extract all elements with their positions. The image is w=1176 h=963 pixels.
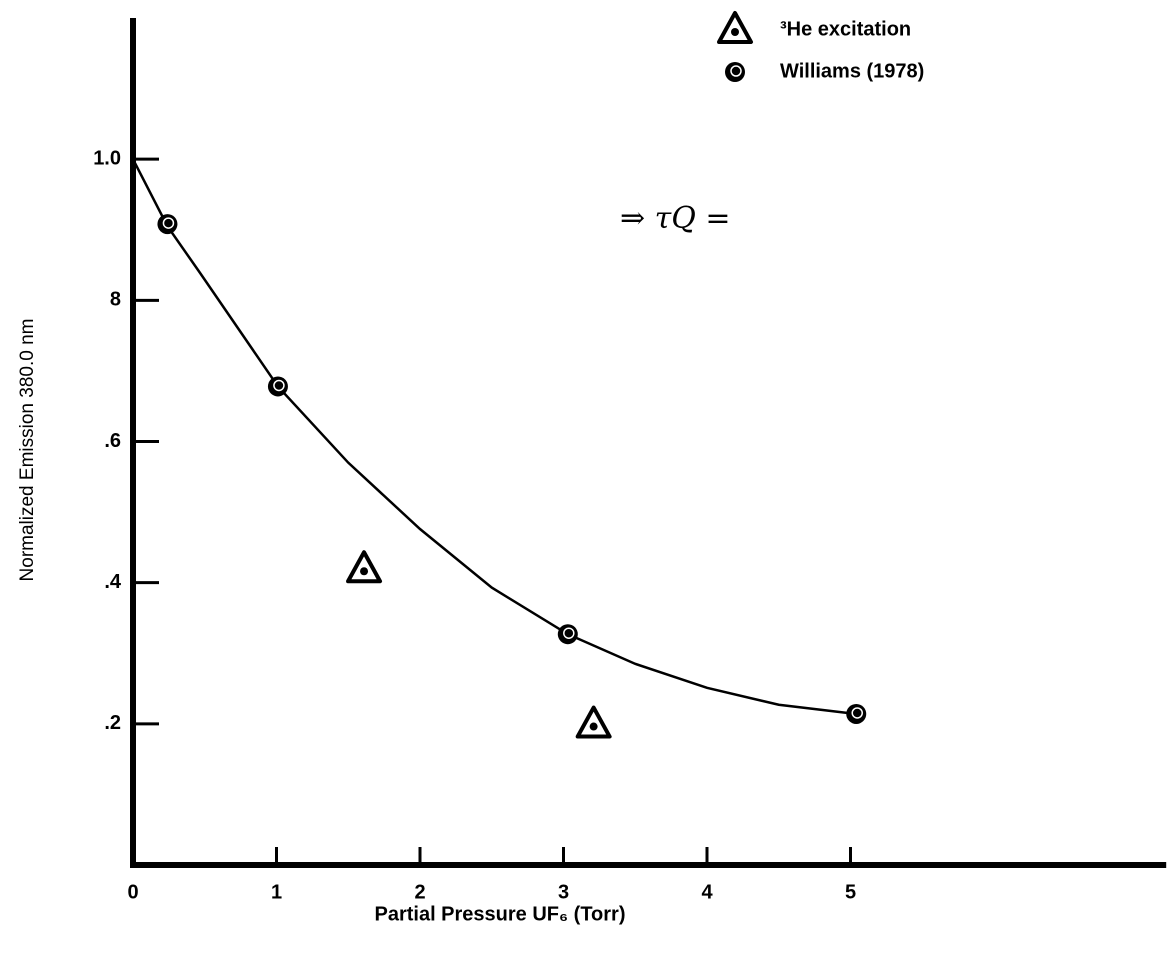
x-tick-label: 1 bbox=[271, 881, 282, 903]
x-tick-label: 4 bbox=[701, 881, 713, 903]
y-tick-label: .6 bbox=[104, 430, 121, 452]
x-tick-label: 3 bbox=[558, 881, 569, 903]
x-tick-label: 5 bbox=[845, 881, 856, 903]
circle-marker bbox=[267, 376, 288, 397]
x-tick-label: 2 bbox=[414, 881, 425, 903]
legend-label: Williams (1978) bbox=[780, 60, 924, 82]
x-axis-label: Partial Pressure UF₆ (Torr) bbox=[374, 903, 625, 925]
y-tick-label: .4 bbox=[104, 571, 122, 593]
triangle-marker bbox=[575, 705, 612, 739]
circle-marker bbox=[557, 624, 578, 645]
y-tick-label: 8 bbox=[110, 289, 121, 311]
y-tick-label: .2 bbox=[104, 712, 121, 734]
circle-marker bbox=[725, 62, 745, 82]
circle-marker bbox=[157, 214, 178, 235]
fit-curve bbox=[131, 158, 857, 716]
y-axis-label: Normalized Emission 380.0 nm bbox=[17, 319, 38, 582]
triangle-marker bbox=[346, 550, 383, 584]
y-tick-label: 1.0 bbox=[93, 147, 121, 169]
annotation: ⇒ τQ = bbox=[620, 201, 731, 236]
x-tick-label: 0 bbox=[127, 881, 138, 903]
circle-marker bbox=[846, 703, 867, 724]
triangle-marker bbox=[717, 11, 753, 44]
legend-label: ³He excitation bbox=[780, 18, 911, 40]
